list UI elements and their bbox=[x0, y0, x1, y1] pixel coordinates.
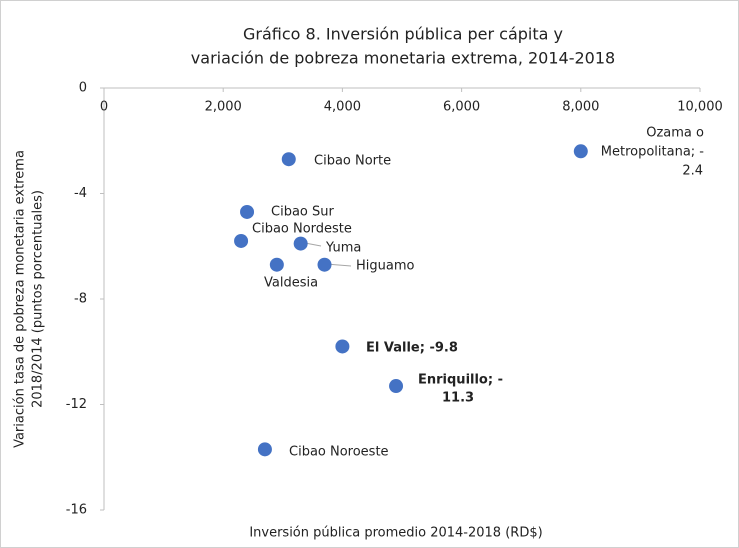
data-label: 11.3 bbox=[442, 391, 474, 406]
chart-title: variación de pobreza monetaria extrema, … bbox=[191, 49, 615, 68]
data-point bbox=[234, 233, 249, 248]
data-point bbox=[240, 204, 255, 219]
data-label: Cibao Nordeste bbox=[252, 222, 352, 237]
data-label: Ozama o bbox=[646, 126, 704, 141]
data-point bbox=[317, 257, 332, 272]
data-point bbox=[389, 379, 404, 394]
x-tick-label: 6,000 bbox=[443, 100, 480, 115]
data-label: Higuamo bbox=[356, 259, 415, 274]
data-point bbox=[293, 236, 308, 251]
x-tick-label: 8,000 bbox=[562, 100, 599, 115]
x-tick-label: 4,000 bbox=[324, 100, 361, 115]
data-label: Cibao Norte bbox=[314, 154, 391, 169]
y-tick-label: -16 bbox=[66, 503, 87, 518]
data-label: Valdesia bbox=[264, 276, 318, 291]
data-point bbox=[281, 152, 296, 167]
data-label: Yuma bbox=[325, 241, 361, 256]
data-point bbox=[573, 144, 588, 159]
x-axis-label: Inversión pública promedio 2014-2018 (RD… bbox=[249, 526, 542, 541]
y-tick-label: -4 bbox=[74, 186, 87, 201]
chart-title: Gráfico 8. Inversión pública per cápita … bbox=[243, 25, 563, 44]
data-label: El Valle; -9.8 bbox=[366, 341, 458, 356]
y-axis-label: 2018/2014 (puntos porcentuales) bbox=[31, 190, 46, 408]
x-tick-label: 10,000 bbox=[677, 100, 723, 115]
data-label: 2.4 bbox=[682, 164, 703, 179]
y-tick-label: -12 bbox=[66, 397, 87, 412]
data-label: Cibao Sur bbox=[271, 205, 334, 220]
x-tick-label: 0 bbox=[100, 100, 108, 115]
data-label: Cibao Noroeste bbox=[289, 445, 389, 460]
data-label: Metropolitana; - bbox=[601, 145, 705, 160]
data-label: Enriquillo; - bbox=[418, 373, 503, 388]
y-axis-label: Variación tasa de pobreza monetaria extr… bbox=[13, 150, 28, 448]
data-point bbox=[269, 257, 284, 272]
y-tick-label: 0 bbox=[79, 81, 87, 96]
y-tick-label: -8 bbox=[74, 292, 87, 307]
x-tick-label: 2,000 bbox=[205, 100, 242, 115]
data-point bbox=[335, 339, 350, 354]
data-point bbox=[257, 442, 272, 457]
